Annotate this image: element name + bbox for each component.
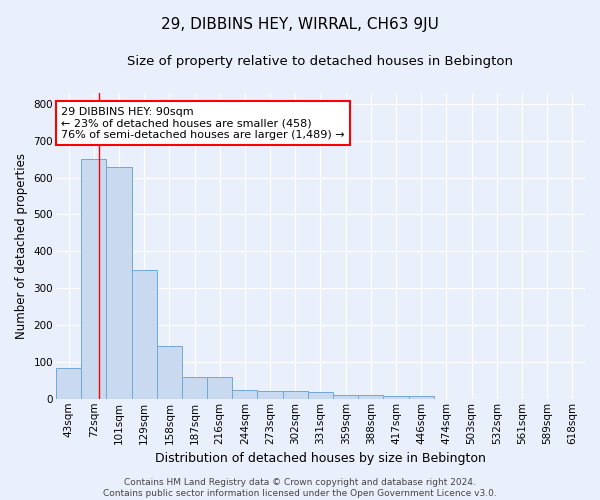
Bar [383, 396, 409, 399]
Y-axis label: Number of detached properties: Number of detached properties [15, 153, 28, 339]
Text: 29 DIBBINS HEY: 90sqm
← 23% of detached houses are smaller (458)
76% of semi-det: 29 DIBBINS HEY: 90sqm ← 23% of detached … [61, 106, 345, 140]
Bar [131, 270, 157, 399]
Bar [182, 376, 207, 399]
Bar [333, 395, 358, 399]
Text: 29, DIBBINS HEY, WIRRAL, CH63 9JU: 29, DIBBINS HEY, WIRRAL, CH63 9JU [161, 18, 439, 32]
Bar [358, 395, 383, 399]
Bar [232, 390, 257, 399]
Bar [81, 159, 106, 399]
X-axis label: Distribution of detached houses by size in Bebington: Distribution of detached houses by size … [155, 452, 486, 465]
Bar [56, 368, 81, 399]
Text: Contains HM Land Registry data © Crown copyright and database right 2024.
Contai: Contains HM Land Registry data © Crown c… [103, 478, 497, 498]
Bar [207, 376, 232, 399]
Title: Size of property relative to detached houses in Bebington: Size of property relative to detached ho… [127, 55, 514, 68]
Bar [283, 390, 308, 399]
Bar [409, 396, 434, 399]
Bar [106, 166, 131, 399]
Bar [157, 346, 182, 399]
Bar [308, 392, 333, 399]
Bar [257, 390, 283, 399]
